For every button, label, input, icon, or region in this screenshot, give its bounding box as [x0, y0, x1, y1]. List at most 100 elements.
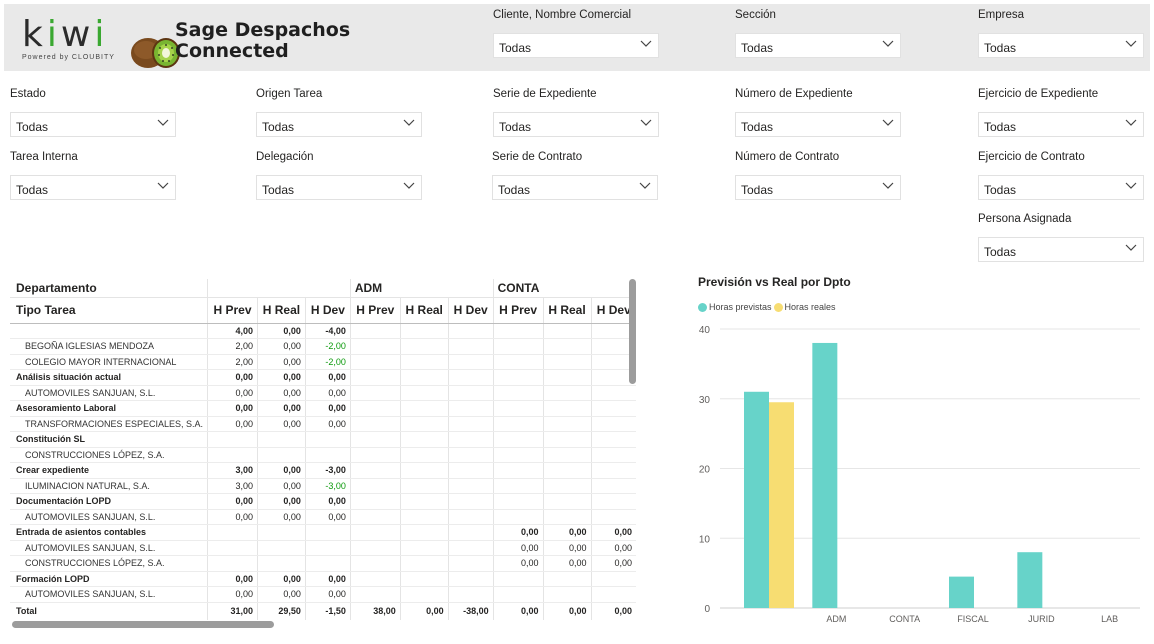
slicer-numero-contrato[interactable]: Número de Contrato Todas — [735, 151, 901, 200]
matrix-cell: 0,00 — [256, 385, 306, 401]
slicer-seccion[interactable]: Sección Todas — [735, 9, 901, 58]
slicer-dropdown[interactable]: Todas — [256, 112, 422, 137]
matrix-cell — [256, 540, 306, 556]
chevron-down-icon — [1125, 244, 1137, 251]
table-row[interactable]: COLEGIO MAYOR INTERNACIONAL 2,00 0,00 -2,00 — [10, 354, 636, 370]
table-row[interactable]: CONSTRUCCIONES LÓPEZ, S.A. — [10, 447, 636, 463]
col-h-prev[interactable]: H Prev — [349, 297, 401, 324]
y-tick-label: 20 — [699, 465, 711, 476]
slicer-dropdown[interactable]: Todas — [10, 175, 176, 200]
table-row[interactable]: ILUMINACION NATURAL, S.A. 3,00 0,00 -3,00 — [10, 478, 636, 494]
chevron-down-icon — [1125, 182, 1137, 189]
slicer-dropdown[interactable]: Todas — [735, 112, 901, 137]
table-row[interactable]: Formación LOPD 0,00 0,00 0,00 — [10, 571, 636, 587]
bar-real[interactable] — [769, 402, 794, 608]
slicer-dropdown[interactable]: Todas — [10, 112, 176, 137]
matrix-cell — [542, 338, 591, 355]
matrix-cell — [349, 385, 401, 401]
table-row[interactable]: CONSTRUCCIONES LÓPEZ, S.A. 0,00 0,00 0,00 — [10, 555, 636, 572]
table-row[interactable]: TRANSFORMACIONES ESPECIALES, S.A. 0,00 0,0… — [10, 416, 636, 432]
slicer-tarea-interna[interactable]: Tarea Interna Todas — [10, 151, 176, 200]
slicer-label: Tarea Interna — [10, 151, 78, 163]
slicer-label: Ejercicio de Contrato — [978, 151, 1085, 163]
legend-item-real[interactable]: Horas reales — [773, 302, 836, 312]
legend-item-prev[interactable]: Horas previstas — [698, 302, 772, 312]
bar-chart[interactable]: 0 10 20 30 40 ADM CONTA FISCAL JURID LAB — [690, 318, 1150, 628]
matrix-cell — [349, 524, 401, 541]
slicer-cliente[interactable]: Cliente, Nombre Comercial Todas — [493, 9, 659, 58]
table-row[interactable]: Documentación LOPD 0,00 0,00 0,00 — [10, 493, 636, 510]
slicer-dropdown[interactable]: Todas — [978, 33, 1144, 58]
table-row[interactable]: BEGOÑA IGLESIAS MENDOZA 2,00 0,00 -2,00 — [10, 338, 636, 355]
slicer-ejercicio-expediente[interactable]: Ejercicio de Expediente Todas — [978, 88, 1144, 137]
matrix-cell — [349, 478, 401, 494]
slicer-empresa[interactable]: Empresa Todas — [978, 9, 1144, 58]
matrix-cell: 0,00 — [256, 493, 306, 510]
bar-prev[interactable] — [812, 342, 838, 608]
bar-prev[interactable] — [1017, 552, 1043, 608]
matrix-cell — [590, 462, 636, 479]
col-h-prev[interactable]: H Prev — [207, 297, 258, 324]
matrix-dept-conta[interactable]: CONTA — [492, 279, 636, 298]
hours-matrix[interactable]: Departamento ADM CONTA Tipo Tarea H Prev… — [10, 279, 636, 624]
slicer-origen-tarea[interactable]: Origen Tarea Todas — [256, 88, 422, 137]
matrix-cell: -4,00 — [304, 323, 351, 339]
matrix-cell: 0,00 — [399, 601, 449, 620]
slicer-serie-contrato[interactable]: Serie de Contrato Todas — [492, 151, 658, 200]
matrix-horizontal-scrollbar[interactable] — [12, 621, 274, 628]
slicer-serie-expediente[interactable]: Serie de Expediente Todas — [493, 88, 659, 137]
matrix-cell — [590, 431, 636, 448]
slicer-dropdown[interactable]: Todas — [493, 33, 659, 58]
matrix-cell — [590, 447, 636, 463]
slicer-numero-expediente[interactable]: Número de Expediente Todas — [735, 88, 901, 137]
chevron-down-icon — [640, 119, 652, 126]
slicer-dropdown[interactable]: Todas — [978, 175, 1144, 200]
slicer-estado[interactable]: Estado Todas — [10, 88, 176, 137]
slicer-dropdown[interactable]: Todas — [735, 33, 901, 58]
slicer-ejercicio-contrato[interactable]: Ejercicio de Contrato Todas — [978, 151, 1144, 200]
matrix-cell — [447, 586, 494, 603]
slicer-dropdown[interactable]: Todas — [256, 175, 422, 200]
col-h-dev[interactable]: H Dev — [590, 297, 636, 324]
y-tick-label: 10 — [699, 534, 711, 545]
slicer-label: Delegación — [256, 151, 314, 163]
table-row[interactable]: AUTOMOVILES SANJUAN, S.L. 0,00 0,00 0,00 — [10, 586, 636, 603]
col-h-prev[interactable]: H Prev — [492, 297, 544, 324]
matrix-cell — [492, 400, 544, 417]
matrix-cell — [492, 586, 544, 603]
matrix-cell: 0,00 — [207, 586, 258, 603]
table-row[interactable]: AUTOMOVILES SANJUAN, S.L. 0,00 0,00 0,00 — [10, 509, 636, 525]
matrix-cell — [542, 354, 591, 370]
slicer-dropdown[interactable]: Todas — [735, 175, 901, 200]
matrix-vertical-scrollbar[interactable] — [629, 279, 636, 384]
table-row[interactable]: 4,00 0,00 -4,00 — [10, 323, 636, 339]
bar-prev[interactable] — [744, 391, 769, 608]
table-row[interactable]: AUTOMOVILES SANJUAN, S.L. 0,00 0,00 0,00 — [10, 385, 636, 401]
row-label: Documentación LOPD — [10, 493, 208, 510]
matrix-total-row[interactable]: Total 31,00 29,50 -1,50 38,00 0,00 -38,00 0,00 0… — [10, 601, 636, 620]
slicer-persona-asignada[interactable]: Persona Asignada Todas — [978, 213, 1144, 262]
table-row[interactable]: Constitución SL — [10, 431, 636, 448]
matrix-dept-adm[interactable]: ADM — [349, 279, 494, 298]
col-h-dev[interactable]: H Dev — [304, 297, 351, 324]
col-h-dev[interactable]: H Dev — [447, 297, 494, 324]
matrix-cell: 0,00 — [304, 586, 351, 603]
table-row[interactable]: AUTOMOVILES SANJUAN, S.L. 0,00 0,00 0,00 — [10, 540, 636, 556]
table-row[interactable]: Crear expediente 3,00 0,00 -3,00 — [10, 462, 636, 479]
slicer-dropdown[interactable]: Todas — [978, 112, 1144, 137]
table-row[interactable]: Asesoramiento Laboral 0,00 0,00 0,00 — [10, 400, 636, 417]
table-row[interactable]: Entrada de asientos contables 0,00 0,00 0,0… — [10, 524, 636, 541]
col-h-real[interactable]: H Real — [542, 297, 591, 324]
col-h-real[interactable]: H Real — [256, 297, 306, 324]
bar-prev[interactable] — [949, 576, 974, 608]
col-h-real[interactable]: H Real — [399, 297, 449, 324]
slicer-dropdown[interactable]: Todas — [978, 237, 1144, 262]
legend-label: Horas reales — [784, 302, 836, 312]
slicer-dropdown[interactable]: Todas — [493, 112, 659, 137]
slicer-delegacion[interactable]: Delegación Todas — [256, 151, 422, 200]
y-tick-label: 30 — [699, 395, 711, 406]
row-label: COLEGIO MAYOR INTERNACIONAL — [10, 354, 208, 370]
table-row[interactable]: Análisis situación actual 0,00 0,00 0,00 — [10, 369, 636, 386]
slicer-dropdown[interactable]: Todas — [492, 175, 658, 200]
matrix-dept-blank[interactable] — [207, 279, 351, 298]
